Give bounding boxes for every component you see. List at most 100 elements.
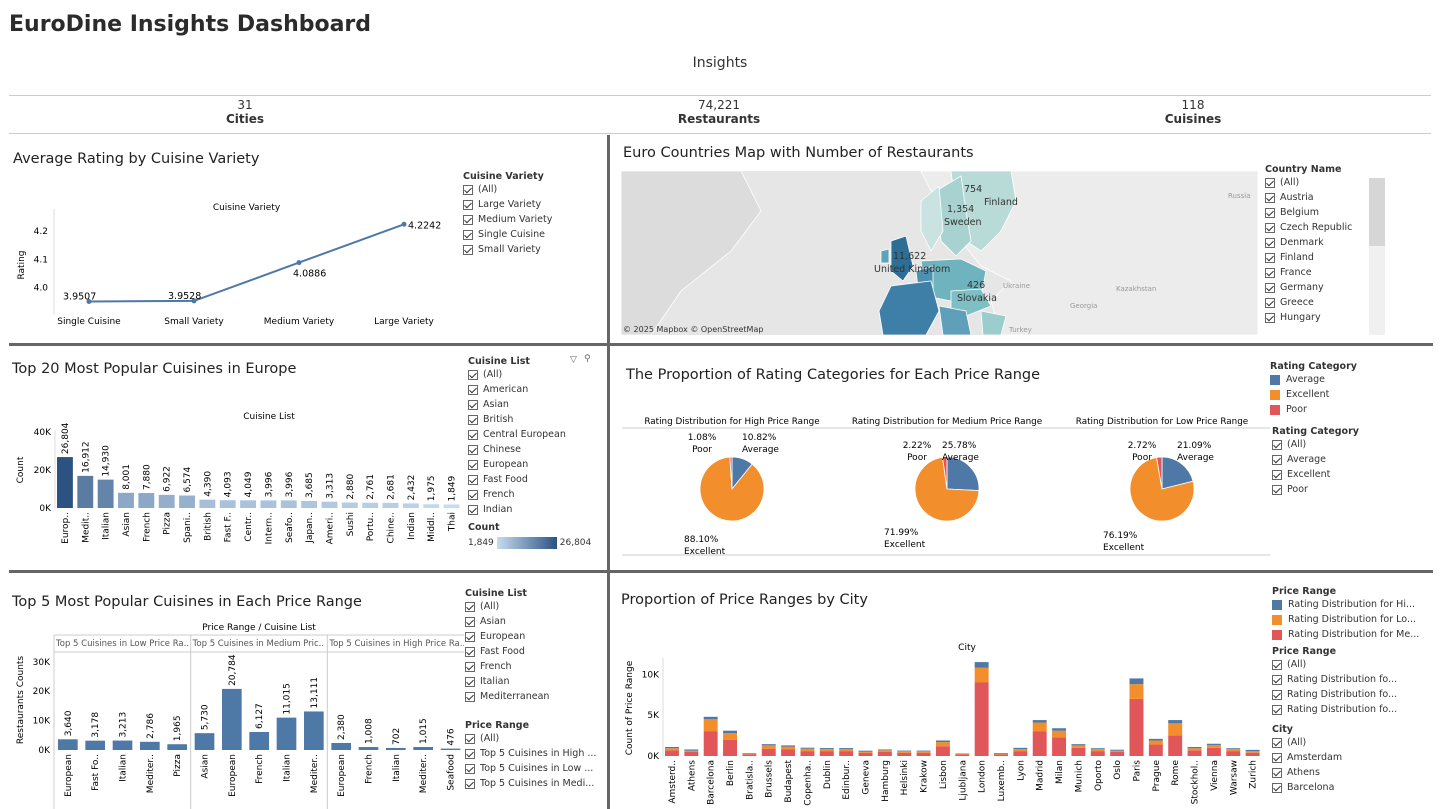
filter-option[interactable]: Germany: [1265, 280, 1352, 295]
checkbox[interactable]: [465, 733, 475, 744]
filter-option[interactable]: Asian: [468, 397, 566, 412]
filter-cuisine-list-2[interactable]: Cuisine List (All) Asian European Fast Food…: [465, 588, 549, 713]
filter-option[interactable]: France: [1265, 265, 1352, 280]
filter-option[interactable]: Rating Distribution fo...: [1272, 687, 1397, 702]
filter-option[interactable]: Rating Distribution fo...: [1272, 672, 1397, 687]
filter-rating-category[interactable]: Rating Category (All) Average Excellent Poo…: [1272, 426, 1359, 497]
filter-option[interactable]: Indian: [468, 502, 566, 516]
checkbox[interactable]: [465, 676, 475, 687]
filter-option[interactable]: Top 5 Cuisines in High ...: [465, 746, 596, 761]
checkbox[interactable]: [1272, 767, 1282, 778]
filter-option[interactable]: Large Variety: [463, 197, 552, 212]
filter-option[interactable]: French: [465, 659, 549, 674]
filter-option[interactable]: Chinese: [468, 442, 566, 457]
checkbox[interactable]: [465, 601, 475, 612]
filter-city[interactable]: City (All) Amsterdam Athens Barcelona: [1272, 724, 1342, 804]
filter-option[interactable]: Fast Food: [468, 472, 566, 487]
checkbox[interactable]: [465, 748, 475, 759]
filter-option[interactable]: Athens: [1272, 765, 1342, 780]
checkbox[interactable]: [468, 414, 478, 425]
checkbox[interactable]: [468, 444, 478, 455]
checkbox[interactable]: [468, 399, 478, 410]
filter-option[interactable]: Poor: [1272, 482, 1359, 497]
filter-option[interactable]: French: [468, 487, 566, 502]
checkbox[interactable]: [1265, 252, 1275, 263]
filter-price-range[interactable]: Price Range (All) Top 5 Cuisines in High …: [465, 720, 596, 791]
checkbox[interactable]: [465, 691, 475, 702]
filter-option[interactable]: Czech Republic: [1265, 220, 1352, 235]
checkbox[interactable]: [1272, 484, 1282, 495]
filter-option[interactable]: Medium Variety: [463, 212, 552, 227]
filter-option[interactable]: European: [465, 629, 549, 644]
checkbox[interactable]: [463, 244, 473, 255]
checkbox[interactable]: [463, 184, 473, 195]
filter-option[interactable]: Italian: [465, 674, 549, 689]
filter-price-range-2[interactable]: Price Range (All) Rating Distribution fo.…: [1272, 646, 1397, 717]
checkbox[interactable]: [468, 369, 478, 380]
map-attribution[interactable]: © 2025 Mapbox © OpenStreetMap: [623, 325, 764, 334]
filter-option[interactable]: Fast Food: [465, 644, 549, 659]
filter-scrollbar[interactable]: [1369, 178, 1385, 335]
filter-option[interactable]: Finland: [1265, 250, 1352, 265]
filter-option[interactable]: Asian: [465, 614, 549, 629]
filter-funnel-icon[interactable]: ▽: [570, 355, 577, 365]
checkbox[interactable]: [1272, 737, 1282, 748]
filter-option[interactable]: Greece: [1265, 295, 1352, 310]
filter-option[interactable]: Mediterranean: [465, 689, 549, 704]
filter-option[interactable]: Central European: [468, 427, 566, 442]
checkbox[interactable]: [465, 646, 475, 657]
checkbox[interactable]: [1272, 454, 1282, 465]
checkbox[interactable]: [1265, 237, 1275, 248]
checkbox[interactable]: [463, 229, 473, 240]
filter-option[interactable]: American: [468, 382, 566, 397]
checkbox[interactable]: [1265, 222, 1275, 233]
filter-option[interactable]: European: [468, 457, 566, 472]
filter-option[interactable]: Amsterdam: [1272, 750, 1342, 765]
checkbox[interactable]: [1272, 439, 1282, 450]
filter-cuisine-variety[interactable]: Cuisine Variety (All) Large Variety Medium…: [463, 171, 552, 257]
checkbox[interactable]: [1265, 282, 1275, 293]
checkbox[interactable]: [1265, 177, 1275, 188]
filter-option[interactable]: Barcelona: [1272, 780, 1342, 795]
checkbox[interactable]: [465, 778, 475, 789]
europe-map[interactable]: [621, 171, 1258, 335]
checkbox[interactable]: [465, 763, 475, 774]
filter-cuisine-list[interactable]: Cuisine List (All) American Asian British Ce…: [468, 356, 566, 516]
filter-option[interactable]: Denmark: [1265, 235, 1352, 250]
checkbox[interactable]: [1265, 192, 1275, 203]
filter-country-name[interactable]: Country Name (All) Austria Belgium Czech Re…: [1265, 164, 1352, 336]
checkbox[interactable]: [468, 384, 478, 395]
filter-option[interactable]: (All): [468, 367, 566, 382]
checkbox[interactable]: [463, 214, 473, 225]
filter-option[interactable]: (All): [1272, 657, 1397, 672]
checkbox[interactable]: [1272, 752, 1282, 763]
checkbox[interactable]: [1272, 659, 1282, 670]
checkbox[interactable]: [1265, 267, 1275, 278]
filter-option[interactable]: Average: [1272, 452, 1359, 467]
checkbox[interactable]: [1272, 782, 1282, 793]
scrollbar-thumb[interactable]: [1369, 178, 1385, 246]
checkbox[interactable]: [1265, 312, 1275, 323]
filter-option[interactable]: Top 5 Cuisines in Low ...: [465, 761, 596, 776]
filter-option[interactable]: (All): [1265, 175, 1352, 190]
filter-option[interactable]: Austria: [1265, 190, 1352, 205]
filter-option[interactable]: Single Cuisine: [463, 227, 552, 242]
filter-option[interactable]: Belgium: [1265, 205, 1352, 220]
search-icon[interactable]: ⚲: [584, 354, 591, 364]
filter-option[interactable]: British: [468, 412, 566, 427]
filter-option[interactable]: Hungary: [1265, 310, 1352, 325]
filter-option[interactable]: (All): [1272, 735, 1342, 750]
checkbox[interactable]: [1265, 297, 1275, 308]
checkbox[interactable]: [465, 661, 475, 672]
filter-option[interactable]: (All): [1272, 437, 1359, 452]
checkbox[interactable]: [468, 429, 478, 440]
checkbox[interactable]: [1265, 207, 1275, 218]
checkbox[interactable]: [468, 489, 478, 500]
checkbox[interactable]: [1272, 674, 1282, 685]
checkbox[interactable]: [463, 199, 473, 210]
filter-option[interactable]: Small Variety: [463, 242, 552, 257]
filter-option[interactable]: (All): [465, 731, 596, 746]
checkbox[interactable]: [465, 616, 475, 627]
filter-option[interactable]: Rating Distribution fo...: [1272, 702, 1397, 717]
checkbox[interactable]: [1272, 689, 1282, 700]
